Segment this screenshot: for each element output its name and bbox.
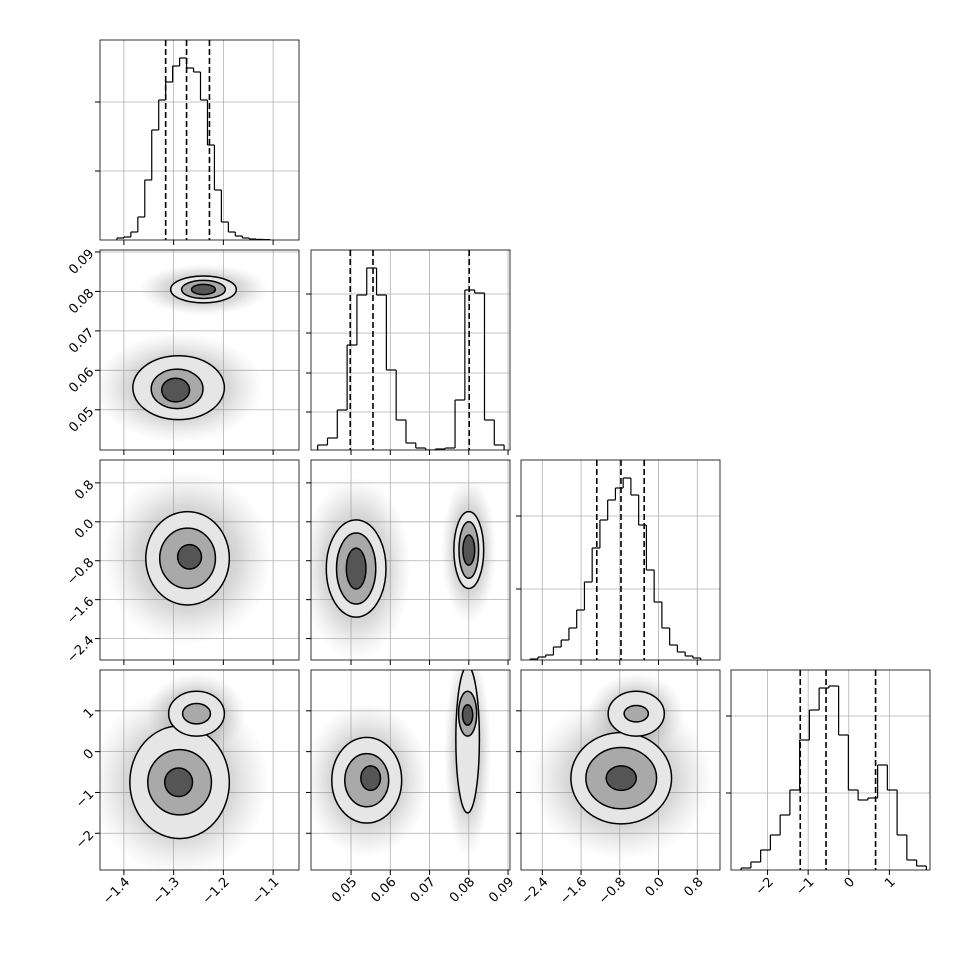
panel-frame [310,459,511,661]
panel [731,670,930,870]
panel-frame [310,669,511,871]
contour [455,670,481,814]
contour [360,765,382,792]
panel [311,670,510,870]
contour [605,765,637,792]
contour [345,547,367,590]
contour [181,702,212,725]
contour [163,767,194,798]
panel [100,670,299,870]
panel-frame [99,249,300,451]
contour [190,283,217,296]
panel [100,250,299,450]
contour [176,543,203,570]
contour [461,703,474,726]
panel [100,460,299,660]
panel-frame [310,249,511,451]
contour [462,534,476,566]
panel [311,460,510,660]
panel [311,250,510,450]
contour [623,704,650,723]
panel-frame [99,669,300,871]
panel [521,460,720,660]
panel-frame [730,669,931,871]
panel [521,670,720,870]
panel-frame [99,459,300,661]
panel-frame [520,459,721,661]
contour [160,377,191,403]
panel [100,40,299,240]
panel-frame [99,39,300,241]
panel-frame [520,669,721,871]
